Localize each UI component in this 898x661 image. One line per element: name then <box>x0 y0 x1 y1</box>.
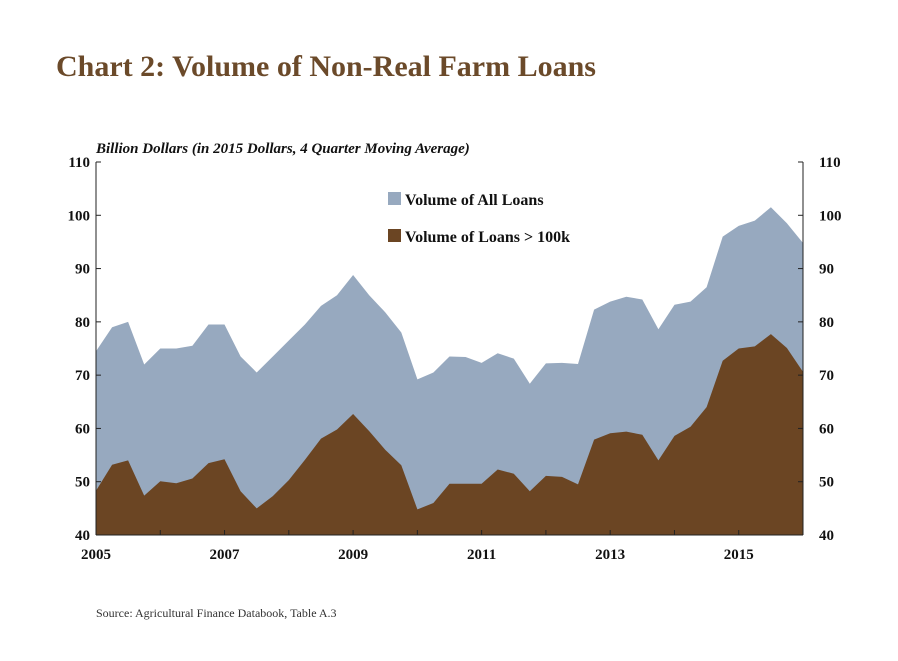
chart-title: Chart 2: Volume of Non-Real Farm Loans <box>56 50 596 83</box>
x-tick-label: 2013 <box>595 547 625 563</box>
legend-swatch <box>388 229 401 242</box>
y-tick-label-left: 90 <box>75 262 90 278</box>
y-tick-label-right: 110 <box>819 155 841 171</box>
unit-label: Billion Dollars (in 2015 Dollars, 4 Quar… <box>95 141 470 157</box>
y-tick-label-right: 90 <box>819 262 834 278</box>
x-tick-label: 2005 <box>81 547 111 563</box>
legend-label: Volume of Loans > 100k <box>405 229 570 246</box>
y-tick-label-right: 40 <box>819 528 834 544</box>
x-tick-label: 2007 <box>210 547 241 563</box>
chart-axes: 40 40 50 50 60 60 70 70 80 80 90 90 100 100 110 110 2005… <box>68 155 842 563</box>
chart-legend: Volume of All Loans Volume of Loans > 100… <box>388 192 570 246</box>
y-tick-label-right: 80 <box>819 315 834 331</box>
y-tick-label-right: 50 <box>819 475 834 491</box>
chart-areas <box>96 207 803 536</box>
y-tick-label-left: 50 <box>75 475 90 491</box>
y-tick-label-left: 40 <box>75 528 90 544</box>
area-series-2 <box>96 334 803 535</box>
y-tick-label-left: 110 <box>68 155 90 171</box>
legend-label: Volume of All Loans <box>405 192 544 209</box>
y-tick-label-left: 70 <box>75 368 90 384</box>
legend-swatch <box>388 192 401 205</box>
y-tick-label-right: 100 <box>819 208 842 224</box>
x-tick-label: 2015 <box>724 547 754 563</box>
y-tick-label-right: 70 <box>819 368 834 384</box>
x-tick-label: 2009 <box>338 547 368 563</box>
y-tick-label-right: 60 <box>819 421 834 437</box>
y-tick-label-left: 80 <box>75 315 90 331</box>
source-note: Source: Agricultural Finance Databook, T… <box>96 606 337 620</box>
y-tick-label-left: 100 <box>68 208 91 224</box>
x-tick-label: 2011 <box>467 547 496 563</box>
y-tick-label-left: 60 <box>75 421 90 437</box>
